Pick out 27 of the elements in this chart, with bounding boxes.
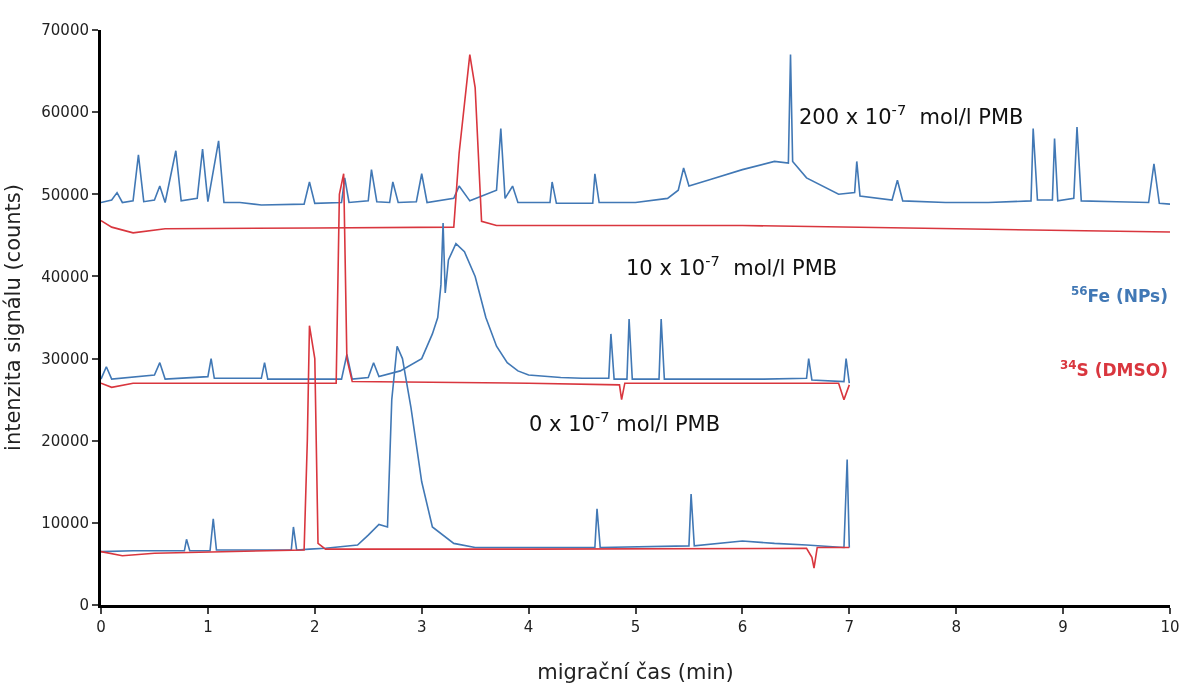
x-tick-label: 7	[844, 618, 855, 636]
text: $^{56}$Fe (NPs)	[1071, 284, 1168, 307]
x-tick-label: 6	[737, 618, 748, 636]
annotation: 0 x 10$^{-7}$ mol/l PMB	[529, 408, 721, 436]
text: $^{34}$S (DMSO)	[1060, 358, 1168, 381]
y-tick-label: 60000	[41, 103, 89, 122]
annotation: 10 x 10$^{-7}$ mol/l PMB	[626, 252, 838, 280]
x-tick-label: 1	[203, 618, 213, 636]
x-tick-label: 10	[1160, 618, 1180, 636]
annotation: 200 x 10$^{-7}$ mol/l PMB	[799, 101, 1024, 129]
x-tick-label: 3	[416, 618, 427, 636]
y-tick-label: 50000	[41, 185, 89, 204]
line-series	[101, 53, 1170, 206]
y-axis-title: intenzita signálu (counts)	[1, 184, 26, 451]
x-tick-label: 2	[310, 618, 320, 636]
y-tick-label: 0	[79, 596, 89, 615]
x-tick-label: 0	[96, 618, 106, 636]
y-tick-label: 40000	[41, 267, 89, 286]
x-tick-label: 5	[630, 618, 641, 636]
x-tick-label: 4	[523, 618, 534, 636]
y-tick-label: 20000	[41, 431, 89, 450]
x-axis-title: migrační čas (min)	[537, 660, 734, 685]
y-tick-label: 30000	[41, 349, 89, 368]
y-tick-label: 70000	[41, 21, 89, 40]
y-tick-label: 10000	[41, 514, 89, 533]
x-tick-label: 9	[1058, 618, 1068, 636]
x-tick-label: 8	[951, 618, 961, 636]
